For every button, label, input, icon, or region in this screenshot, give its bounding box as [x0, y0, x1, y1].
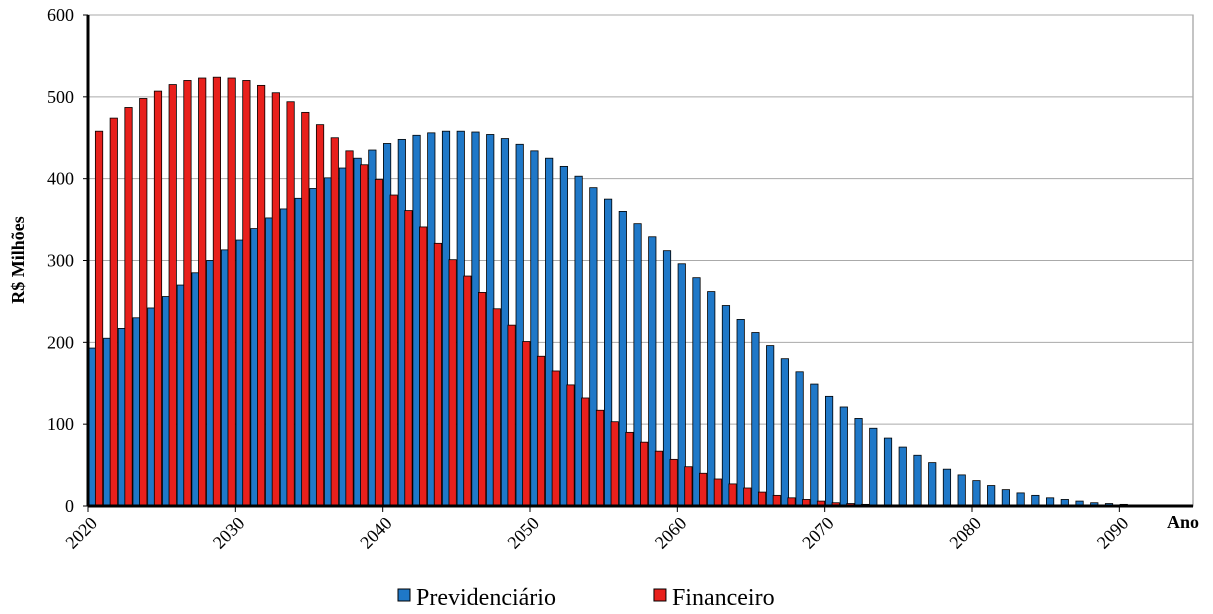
bar — [124, 107, 133, 507]
legend-swatch — [653, 588, 667, 602]
bar — [448, 259, 457, 507]
bar — [419, 226, 428, 507]
bar — [721, 305, 731, 507]
x-tick-label: 2060 — [651, 513, 691, 553]
bar — [625, 431, 634, 507]
bar — [551, 370, 560, 507]
bar — [1001, 489, 1010, 507]
bar — [610, 421, 619, 507]
bar — [839, 406, 848, 507]
x-tick-label: 2030 — [209, 513, 249, 553]
bar — [168, 84, 177, 507]
bar — [330, 137, 339, 507]
bar — [1031, 494, 1040, 507]
bar — [581, 397, 590, 507]
bar — [315, 124, 325, 507]
bar — [212, 76, 222, 507]
bar — [736, 319, 745, 507]
x-tick-label: 2050 — [503, 513, 543, 553]
bar — [183, 80, 192, 507]
bar — [94, 130, 104, 507]
bar — [854, 418, 863, 507]
x-tick-label: 2040 — [356, 513, 396, 553]
bar — [795, 371, 804, 507]
bar — [360, 164, 369, 507]
legend-swatch — [397, 588, 411, 602]
bar — [684, 466, 693, 507]
bar — [139, 98, 148, 507]
bar — [522, 341, 531, 507]
bar — [883, 437, 893, 507]
x-tick-label: 2070 — [798, 513, 838, 553]
x-tick-label: 2020 — [61, 513, 101, 553]
bar — [987, 485, 996, 507]
bar — [345, 150, 354, 507]
bar — [566, 384, 575, 507]
bar — [463, 275, 472, 507]
bar — [404, 210, 413, 507]
x-axis-label: Ano — [1167, 512, 1199, 532]
bar — [810, 383, 819, 507]
bar — [242, 80, 251, 507]
bar — [595, 409, 605, 507]
bar — [713, 478, 722, 507]
bar — [374, 179, 384, 507]
bar — [669, 458, 678, 507]
bar — [492, 308, 501, 507]
bar — [757, 491, 767, 507]
legend-label: Previdenciário — [416, 585, 556, 611]
bar — [957, 474, 966, 507]
y-tick-label: 100 — [47, 414, 74, 434]
bar — [640, 441, 649, 507]
bar — [928, 462, 937, 507]
bar — [227, 77, 236, 507]
y-tick-label: 600 — [47, 5, 74, 25]
y-axis-label: R$ Milhões — [8, 216, 28, 304]
bar — [972, 480, 981, 507]
y-tick-label: 400 — [47, 169, 74, 189]
y-tick-label: 500 — [47, 87, 74, 107]
bar — [507, 324, 516, 507]
bar — [153, 90, 163, 507]
bar — [898, 446, 907, 507]
bar — [766, 345, 775, 507]
y-tick-label: 300 — [47, 251, 74, 271]
bar — [198, 77, 207, 507]
x-tick-label: 2090 — [1093, 513, 1133, 553]
bar — [257, 84, 266, 507]
bar — [109, 117, 118, 507]
bar — [286, 101, 295, 507]
bar — [536, 355, 546, 507]
bar — [780, 358, 789, 507]
x-tick-label: 2080 — [945, 513, 985, 553]
bar — [389, 194, 398, 507]
bar — [707, 291, 716, 507]
bar — [825, 395, 834, 507]
bar — [301, 111, 310, 507]
bar — [433, 242, 443, 507]
bar — [869, 427, 878, 507]
bar — [942, 468, 952, 507]
bar — [751, 332, 760, 507]
bar — [478, 292, 487, 507]
bar — [728, 483, 737, 507]
y-tick-label: 200 — [47, 332, 74, 352]
bar — [654, 450, 664, 507]
bar — [692, 277, 701, 507]
bar — [743, 487, 752, 507]
bar — [772, 494, 781, 507]
bar — [1016, 492, 1025, 507]
bar — [913, 454, 922, 507]
bar — [699, 472, 708, 507]
bar — [271, 92, 280, 507]
y-tick-label: 0 — [65, 496, 74, 516]
legend-label: Financeiro — [672, 585, 775, 611]
